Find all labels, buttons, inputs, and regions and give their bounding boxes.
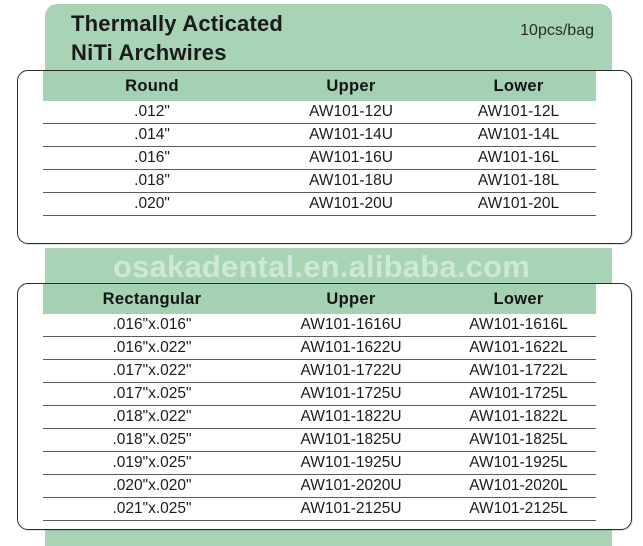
table-row: .014" AW101-14U AW101-14L <box>43 123 596 147</box>
lower-code-cell: AW101-18L <box>441 169 596 193</box>
header-green-band <box>45 4 612 72</box>
column-header-size: Rectangular <box>43 284 261 314</box>
spacer-cell <box>441 216 596 231</box>
upper-code-cell: AW101-1925U <box>261 451 441 475</box>
lower-code-cell: AW101-20L <box>441 192 596 216</box>
lower-code-cell: AW101-1925L <box>441 451 596 475</box>
wire-size-cell: .017"x.022" <box>43 359 261 383</box>
column-header-lower: Lower <box>441 71 596 101</box>
upper-code-cell: AW101-1622U <box>261 336 441 360</box>
wire-size-cell: .017"x.025" <box>43 382 261 406</box>
upper-code-cell: AW101-1825U <box>261 428 441 452</box>
wire-size-cell: .019"x.025" <box>43 451 261 475</box>
lower-code-cell: AW101-1822L <box>441 405 596 429</box>
lower-code-cell: AW101-1722L <box>441 359 596 383</box>
column-header-upper: Upper <box>261 284 441 314</box>
spacer-cell <box>43 216 261 231</box>
table-row: .018" AW101-18U AW101-18L <box>43 169 596 193</box>
wire-size-cell: .012" <box>43 101 261 124</box>
round-table-header: Round Upper Lower <box>43 71 596 101</box>
lower-code-cell: AW101-14L <box>441 123 596 147</box>
upper-code-cell: AW101-20U <box>261 192 441 216</box>
table-row: .017"x.025" AW101-1725U AW101-1725L <box>43 382 596 406</box>
round-archwire-table-card: Round Upper Lower .012" AW101-12U AW101-12… <box>17 70 632 244</box>
table-row: .018"x.025" AW101-1825U AW101-1825L <box>43 428 596 452</box>
column-header-lower: Lower <box>441 284 596 314</box>
table-header-row: Rectangular Upper Lower <box>43 284 596 314</box>
round-table-body: .012" AW101-12U AW101-12L .014" AW101-14U AW1… <box>43 101 596 230</box>
spacer-cell <box>261 216 441 231</box>
table-row: .019"x.025" AW101-1925U AW101-1925L <box>43 451 596 475</box>
wire-size-cell: .018"x.022" <box>43 405 261 429</box>
wire-size-cell: .018"x.025" <box>43 428 261 452</box>
table-row: .020"x.020" AW101-2020U AW101-2020L <box>43 474 596 498</box>
table-row: .016" AW101-16U AW101-16L <box>43 146 596 170</box>
column-header-upper: Upper <box>261 71 441 101</box>
upper-code-cell: AW101-14U <box>261 123 441 147</box>
upper-code-cell: AW101-1616U <box>261 314 441 337</box>
spacer-cell <box>261 521 441 530</box>
upper-code-cell: AW101-2125U <box>261 497 441 521</box>
rectangular-table-header: Rectangular Upper Lower <box>43 284 596 314</box>
spacer-cell <box>43 521 261 530</box>
lower-code-cell: AW101-1622L <box>441 336 596 360</box>
lower-code-cell: AW101-1616L <box>441 314 596 337</box>
table-footer-spacer <box>43 216 596 231</box>
upper-code-cell: AW101-12U <box>261 101 441 124</box>
spacer-cell <box>441 521 596 530</box>
lower-code-cell: AW101-2020L <box>441 474 596 498</box>
title-line-2: NiTi Archwires <box>71 40 227 65</box>
table-row: .018"x.022" AW101-1822U AW101-1822L <box>43 405 596 429</box>
upper-code-cell: AW101-16U <box>261 146 441 170</box>
upper-code-cell: AW101-2020U <box>261 474 441 498</box>
lower-code-cell: AW101-1825L <box>441 428 596 452</box>
wire-size-cell: .016" <box>43 146 261 170</box>
table-row: .016"x.022" AW101-1622U AW101-1622L <box>43 336 596 360</box>
table-row: .021"x.025" AW101-2125U AW101-2125L <box>43 497 596 521</box>
table-header-row: Round Upper Lower <box>43 71 596 101</box>
wire-size-cell: .020"x.020" <box>43 474 261 498</box>
lower-code-cell: AW101-2125L <box>441 497 596 521</box>
upper-code-cell: AW101-1822U <box>261 405 441 429</box>
page-title: Thermally Acticated NiTi Archwires <box>71 9 471 67</box>
wire-size-cell: .018" <box>43 169 261 193</box>
wire-size-cell: .014" <box>43 123 261 147</box>
title-line-1: Thermally Acticated <box>71 11 284 36</box>
wire-size-cell: .016"x.016" <box>43 314 261 337</box>
table-footer-spacer <box>43 521 596 530</box>
rectangular-archwire-table-card: Rectangular Upper Lower .016"x.016" AW101… <box>17 283 632 530</box>
wire-size-cell: .016"x.022" <box>43 336 261 360</box>
upper-code-cell: AW101-1722U <box>261 359 441 383</box>
lower-code-cell: AW101-16L <box>441 146 596 170</box>
rectangular-table-body: .016"x.016" AW101-1616U AW101-1616L .016"x.… <box>43 314 596 530</box>
lower-code-cell: AW101-12L <box>441 101 596 124</box>
upper-code-cell: AW101-18U <box>261 169 441 193</box>
round-archwire-table: Round Upper Lower .012" AW101-12U AW101-12… <box>43 71 596 230</box>
product-header: Thermally Acticated NiTi Archwires 10pcs… <box>45 4 612 72</box>
pack-size-label: 10pcs/bag <box>520 22 594 39</box>
lower-code-cell: AW101-1725L <box>441 382 596 406</box>
upper-code-cell: AW101-1725U <box>261 382 441 406</box>
rectangular-archwire-table: Rectangular Upper Lower .016"x.016" AW101… <box>43 284 596 530</box>
table-row: .020" AW101-20U AW101-20L <box>43 192 596 216</box>
middle-green-band <box>45 248 612 286</box>
table-row: .012" AW101-12U AW101-12L <box>43 101 596 124</box>
wire-size-cell: .021"x.025" <box>43 497 261 521</box>
table-row: .017"x.022" AW101-1722U AW101-1722L <box>43 359 596 383</box>
column-header-size: Round <box>43 71 261 101</box>
table-row: .016"x.016" AW101-1616U AW101-1616L <box>43 314 596 337</box>
wire-size-cell: .020" <box>43 192 261 216</box>
